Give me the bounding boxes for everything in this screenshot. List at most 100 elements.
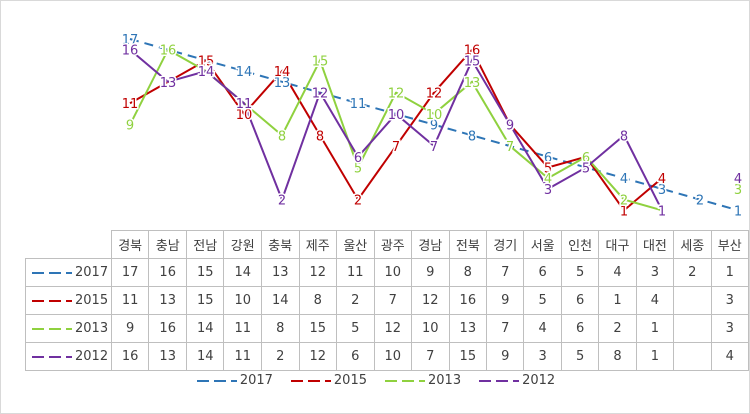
- data-label-2015-13: 1: [620, 204, 628, 219]
- table-cell: 11: [336, 258, 375, 287]
- table-cell: [673, 314, 712, 343]
- data-table: 경북 충남 전남 강원 충북 제주 울산 광주 경남 전북 경기 서울 인천 대구 대전 세종 부산 2017 1…: [25, 230, 750, 371]
- table-cell: 16: [448, 286, 488, 315]
- category-label-15: 세종: [673, 230, 712, 259]
- data-label-2012-13: 8: [620, 129, 628, 144]
- category-label-0: 경북: [110, 230, 150, 259]
- category-label-7: 광주: [373, 230, 413, 259]
- data-label-2015-14: 4: [658, 172, 666, 187]
- data-label-2013-6: 5: [354, 161, 362, 176]
- row-series-name: 2013: [75, 321, 109, 336]
- data-label-2015-9: 16: [464, 44, 481, 59]
- table-cell: 3: [635, 258, 675, 287]
- table-cell: 12: [373, 314, 413, 343]
- data-label-2013-12: 6: [582, 151, 590, 166]
- table-row: 2017 17 16 15 14 13 12 11 10 9 8 7 6 5 4 3 2 1: [25, 258, 750, 287]
- series-2012-path: [129, 48, 663, 211]
- table-cell: 10: [373, 258, 413, 287]
- table-cell: 4: [523, 314, 562, 343]
- data-label-2013-0: 9: [126, 119, 134, 134]
- table-cell: 12: [411, 286, 450, 315]
- table-cell: 5: [336, 314, 375, 343]
- category-label-13: 대구: [598, 230, 637, 259]
- table-cell: 7: [486, 314, 525, 343]
- category-label-8: 경남: [411, 230, 450, 259]
- table-cell: 10: [411, 314, 450, 343]
- table-cell: 14: [185, 314, 225, 343]
- row-series-name: 2017: [75, 265, 109, 280]
- table-row: 2012 16 13 14 11 2 12 6 10 7 15 9 3 5 8 1 4: [25, 342, 750, 371]
- table-cell: 16: [148, 314, 187, 343]
- category-label-10: 경기: [486, 230, 525, 259]
- data-label-2017-13: 4: [620, 172, 628, 187]
- table-cell: 6: [523, 258, 562, 287]
- data-label-2013-4: 8: [278, 129, 286, 144]
- data-label-2012-6: 6: [354, 151, 362, 166]
- data-label-2017-12: 5: [582, 161, 590, 176]
- data-label-2012-1: 13: [160, 76, 177, 91]
- table-cell: 1: [635, 342, 675, 371]
- data-label-2012-9: 15: [464, 54, 481, 69]
- series-2015-path: [129, 47, 663, 212]
- data-label-2012-4: 2: [278, 194, 286, 209]
- category-label-1: 충남: [148, 230, 187, 259]
- data-label-2017-15: 2: [696, 194, 704, 209]
- data-label-2015-10: 9: [506, 119, 514, 134]
- row-swatch-2012: [32, 352, 72, 362]
- data-label-2015-12: 6: [582, 151, 590, 166]
- category-label-9: 전북: [448, 230, 488, 259]
- data-label-2017-7: 10: [388, 108, 405, 123]
- data-label-2015-11: 5: [544, 161, 552, 176]
- data-label-2013-3: 11: [236, 97, 253, 112]
- data-label-2013-11: 4: [544, 172, 552, 187]
- table-cell: 14: [260, 286, 300, 315]
- data-label-2015-7: 7: [392, 140, 400, 155]
- category-label-4: 충북: [260, 230, 300, 259]
- category-label-5: 제주: [298, 230, 338, 259]
- row-swatch-2013: [32, 324, 72, 334]
- table-cell: 10: [223, 286, 262, 315]
- table-cell: 3: [523, 342, 562, 371]
- data-label-2012-8: 7: [430, 140, 438, 155]
- table-cell: 11: [110, 286, 150, 315]
- legend-item-2015: 2015: [290, 373, 367, 388]
- data-label-2015-2: 15: [198, 54, 215, 69]
- data-label-2013-13: 2: [620, 194, 628, 209]
- row-series-name: 2015: [75, 293, 109, 308]
- category-label-12: 인천: [560, 230, 600, 259]
- table-cell: 12: [298, 342, 338, 371]
- category-label-2: 전남: [185, 230, 225, 259]
- legend-label: 2017: [239, 373, 273, 388]
- table-cell: 15: [448, 342, 488, 371]
- data-label-2012-16: 4: [734, 172, 742, 187]
- legend-swatch-2015: [290, 376, 331, 386]
- table-corner: [25, 230, 112, 259]
- table-cell: 9: [110, 314, 150, 343]
- row-swatch-2015: [32, 296, 72, 306]
- data-label-2015-8: 12: [426, 87, 443, 102]
- legend-swatch-2012: [479, 376, 520, 386]
- data-label-2012-12: 5: [582, 161, 590, 176]
- table-cell: [673, 286, 712, 315]
- table-cell: 13: [260, 258, 300, 287]
- table-cell: 2: [598, 314, 637, 343]
- data-label-2013-9: 13: [464, 76, 481, 91]
- data-label-2013-5: 15: [312, 54, 329, 69]
- legend-item-2012: 2012: [479, 373, 555, 388]
- category-label-11: 서울: [523, 230, 562, 259]
- table-cell: 8: [448, 258, 488, 287]
- data-label-2013-10: 7: [506, 140, 514, 155]
- legend-swatch-2017: [196, 376, 237, 386]
- series-2015-line: [129, 47, 663, 212]
- data-label-2017-11: 6: [544, 151, 552, 166]
- table-cell: 7: [373, 286, 413, 315]
- category-label-3: 강원: [223, 230, 262, 259]
- data-label-2017-6: 11: [350, 97, 367, 112]
- row-swatch-2017: [32, 268, 72, 278]
- table-cell: 9: [486, 286, 525, 315]
- row-key-2012: 2012: [25, 342, 112, 371]
- table-cell: 2: [260, 342, 300, 371]
- data-label-2012-7: 10: [388, 108, 405, 123]
- row-key-2013: 2013: [25, 314, 112, 343]
